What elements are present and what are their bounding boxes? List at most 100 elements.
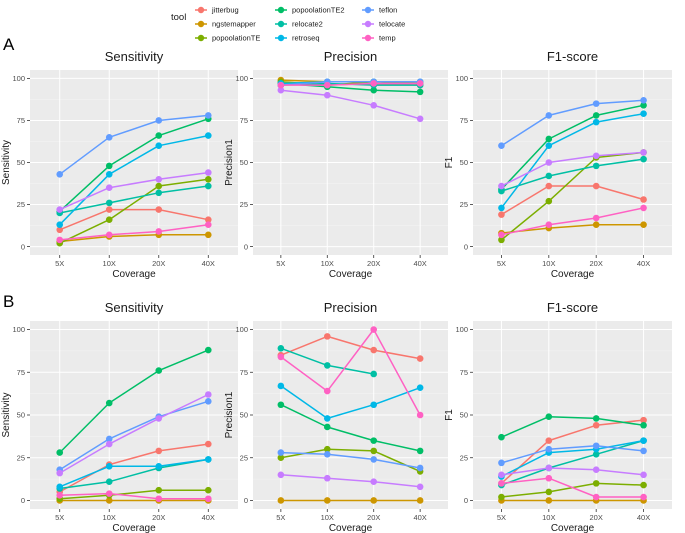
data-point <box>323 81 331 89</box>
x-tick-label: 20X <box>590 259 603 268</box>
series-telocate <box>277 86 424 123</box>
data-point <box>370 447 378 455</box>
series-line <box>500 419 644 484</box>
x-tick-label: 10X <box>542 513 555 522</box>
series-line <box>59 492 209 500</box>
x-tick-label: 40X <box>637 513 650 522</box>
data-point <box>155 495 163 503</box>
series-line <box>501 467 644 476</box>
chart-a-f1-score: 0 25 50 75 100 5X 10X 20X 40X F1-score Coverage F1 <box>444 49 672 280</box>
data-point <box>370 346 378 354</box>
data-point <box>592 493 600 501</box>
x-axis-label: Coverage <box>551 269 595 280</box>
data-point <box>56 469 64 477</box>
legend-label: popoolationTE2 <box>292 6 345 15</box>
data-point <box>323 423 331 431</box>
series-popoolationTE2 <box>498 413 647 441</box>
chart-title: F1-score <box>547 49 598 64</box>
data-point <box>545 221 553 229</box>
panel-label-a: A <box>3 35 15 54</box>
data-point <box>277 345 285 352</box>
legend-label: jitterbug <box>211 6 239 15</box>
series-line <box>59 349 209 454</box>
data-point <box>416 497 424 504</box>
series-line <box>500 112 644 209</box>
series-temp <box>56 221 212 244</box>
series-line <box>501 439 644 486</box>
chart-a-precision: 0 25 50 75 100 5X 10X 20X 40X Precision Coverage Pr… <box>224 49 448 280</box>
data-point <box>277 81 285 89</box>
data-point <box>105 435 113 443</box>
x-tick-label: 5X <box>276 259 285 268</box>
data-point <box>498 471 505 479</box>
series-ngstemapper <box>498 221 647 237</box>
series-line <box>501 439 644 478</box>
legend-key-point <box>364 20 372 28</box>
series-line <box>501 223 644 234</box>
legend-item-telocate: telocate <box>362 20 405 29</box>
series-line <box>500 151 644 241</box>
y-tick-label: 25 <box>460 200 468 209</box>
x-tick-label: 40X <box>413 259 426 268</box>
series-line <box>500 104 644 190</box>
y-tick-label: 100 <box>455 74 468 83</box>
series-temp <box>277 80 424 89</box>
data-point <box>592 152 600 160</box>
y-axis-label: Sensitivity <box>1 140 12 185</box>
data-point <box>277 497 285 504</box>
legend-key-point <box>197 6 205 14</box>
data-point <box>370 102 378 109</box>
y-tick-label: 0 <box>464 242 468 251</box>
data-point <box>592 118 600 126</box>
legend-label: teflon <box>379 6 397 15</box>
data-point <box>498 433 505 441</box>
data-point <box>56 226 64 234</box>
data-point <box>640 471 647 479</box>
data-point <box>498 142 505 149</box>
data-point <box>204 346 212 354</box>
data-point <box>277 449 285 456</box>
x-tick-label: 5X <box>497 513 506 522</box>
data-point <box>370 456 378 463</box>
series-temp <box>498 474 647 501</box>
series-popoolationTE2 <box>56 346 212 456</box>
y-tick-label: 0 <box>21 242 25 251</box>
series-retroseq <box>498 110 647 212</box>
series-line <box>59 223 209 241</box>
data-point <box>416 384 424 391</box>
data-point <box>323 362 331 369</box>
series-jitterbug <box>498 182 647 218</box>
legend-key-point <box>364 6 372 14</box>
data-point <box>498 187 505 195</box>
legend-label: telocate <box>379 20 405 29</box>
series-line <box>59 185 209 214</box>
series-teflon <box>498 442 647 467</box>
data-point <box>370 370 378 378</box>
y-tick-label: 50 <box>240 158 248 167</box>
data-point <box>105 478 113 485</box>
data-point <box>416 80 424 87</box>
x-axis-label: Coverage <box>329 269 373 280</box>
x-tick-label: 10X <box>321 259 334 268</box>
data-point <box>416 355 424 362</box>
data-point <box>155 447 163 455</box>
data-point <box>155 415 163 422</box>
data-point <box>545 159 553 166</box>
data-point <box>592 112 600 119</box>
data-point <box>592 162 600 170</box>
x-tick-label: 40X <box>202 513 215 522</box>
series-line <box>280 451 421 469</box>
series-relocate2 <box>498 155 647 195</box>
y-tick-label: 75 <box>460 368 468 377</box>
series-line <box>501 158 644 192</box>
series-line <box>501 207 644 236</box>
x-tick-label: 40X <box>637 259 650 268</box>
data-point <box>105 162 113 170</box>
series-line <box>500 99 644 147</box>
series-telocate <box>56 169 212 213</box>
data-point <box>416 115 424 123</box>
data-point <box>204 486 212 494</box>
data-point <box>545 437 553 444</box>
x-tick-label: 10X <box>103 513 116 522</box>
x-tick-label: 20X <box>367 513 380 522</box>
